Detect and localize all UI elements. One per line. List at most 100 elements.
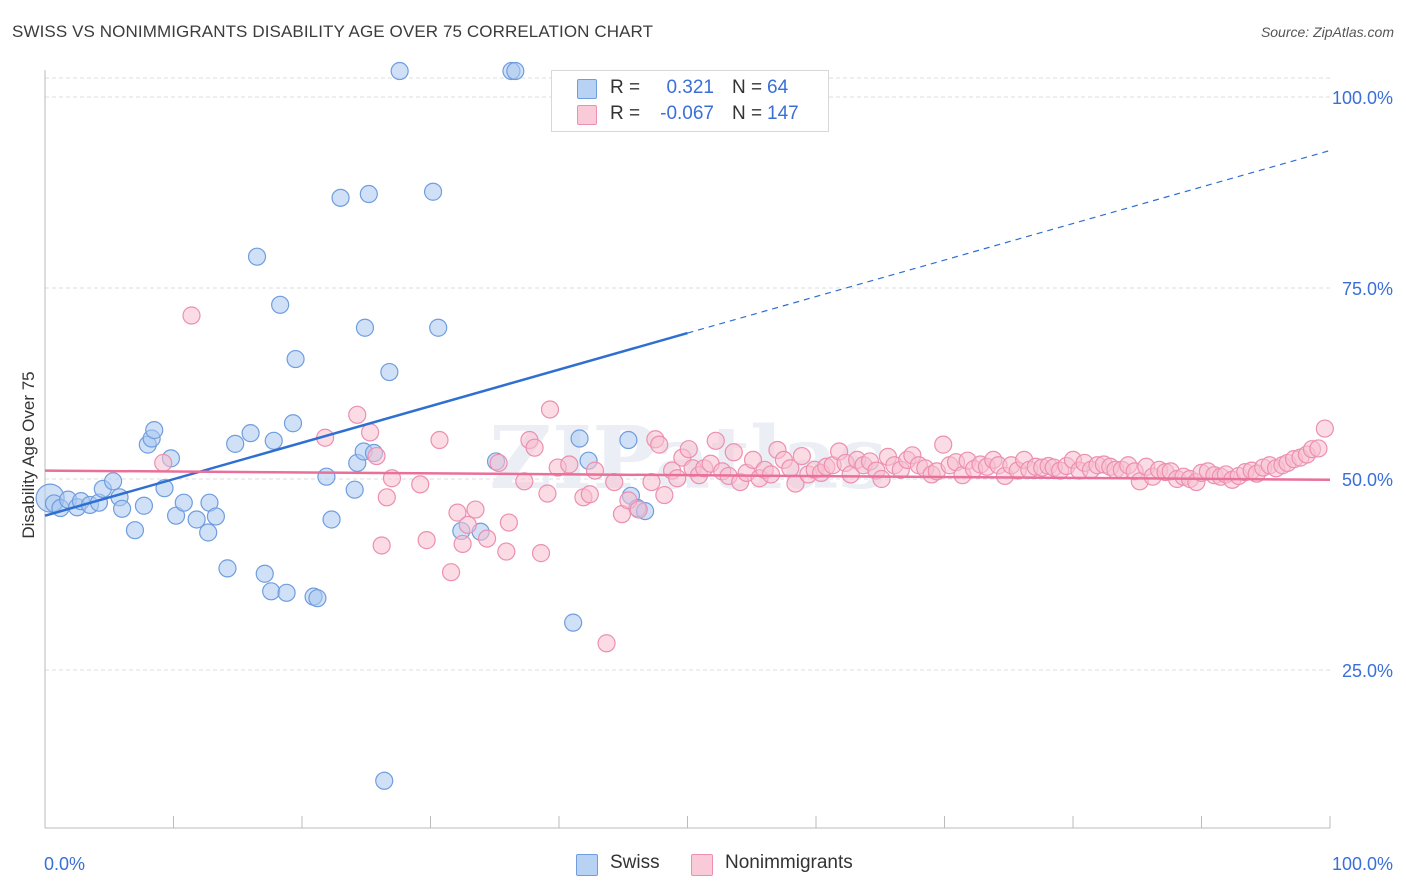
- nonimmigrants-point: [453, 534, 472, 554]
- y-axis-title: Disability Age Over 75: [19, 371, 38, 538]
- nonimmigrants-trend-line: [44, 469, 1331, 482]
- swiss-point: [283, 414, 303, 433]
- nonimmigrants-point: [1315, 419, 1334, 438]
- nonimmigrants-point: [417, 531, 436, 550]
- swiss-point: [134, 496, 154, 515]
- nonimmigrants-point: [448, 503, 467, 522]
- nonimmigrants-point: [580, 485, 599, 504]
- legend-n-value: 64: [767, 77, 789, 98]
- swiss-point: [564, 613, 583, 632]
- nonimmigrants-point: [642, 472, 661, 492]
- legend-r-label: R =: [610, 77, 641, 98]
- nonimmigrants-point: [499, 513, 518, 532]
- nonimmigrants-point: [761, 465, 781, 484]
- nonimmigrants-point: [182, 306, 201, 325]
- legend-n-value: 147: [767, 103, 799, 124]
- swiss-point: [226, 434, 245, 453]
- nonimmigrants-point: [934, 435, 953, 454]
- swiss-point: [322, 510, 341, 529]
- swiss-point: [218, 559, 237, 578]
- nonimmigrants-point: [458, 515, 477, 534]
- swiss-point: [187, 510, 206, 529]
- y-tick-label: 25.0%: [1342, 661, 1393, 681]
- nonimmigrants-point: [154, 453, 173, 473]
- legend-row-swiss: R = 0.321 N = 64: [552, 75, 828, 101]
- nonimmigrants-swatch: [577, 105, 597, 125]
- legend-n-label: N =: [732, 103, 763, 124]
- axes: [44, 70, 1331, 829]
- nonimmigrants-point: [629, 500, 648, 519]
- swiss-point: [241, 424, 260, 443]
- swiss-point: [355, 318, 375, 337]
- swiss-trend-line-projection: [687, 149, 1331, 334]
- nonimmigrants-point: [1309, 439, 1328, 458]
- nonimmigrants-point: [348, 405, 367, 424]
- nonimmigrants-point: [367, 446, 386, 466]
- chart-title: SWISS VS NONIMMIGRANTS DISABILITY AGE OV…: [12, 22, 654, 41]
- x-tick-label: 0.0%: [44, 854, 85, 874]
- swiss-point: [104, 472, 123, 491]
- swiss-point: [375, 771, 394, 790]
- swiss-point: [317, 467, 336, 486]
- nonimmigrants-point: [743, 450, 763, 469]
- nonimmigrants-point: [531, 544, 551, 563]
- swiss-point: [145, 421, 164, 440]
- nonimmigrants-point: [497, 542, 516, 561]
- swiss-point: [271, 295, 290, 314]
- swiss-point: [112, 499, 132, 518]
- nonimmigrants-point: [560, 455, 579, 474]
- nonimmigrants-point: [706, 431, 725, 450]
- y-tick-label: 50.0%: [1342, 470, 1393, 490]
- nonimmigrants-point: [489, 453, 508, 473]
- nonimmigrants-point: [515, 472, 534, 491]
- trend-lines: [44, 149, 1331, 517]
- swiss-point: [619, 430, 638, 450]
- swiss-point: [125, 521, 145, 540]
- correlation-legend: R = 0.321 N = 64 R = -0.067 N = 147: [551, 70, 829, 132]
- y-tick-label: 100.0%: [1332, 88, 1393, 108]
- axis-labels: 25.0% 50.0% 75.0% 100.0% 0.0% 100.0% Disabilit…: [19, 88, 1393, 874]
- swiss-point: [423, 182, 443, 201]
- swiss-swatch: [576, 854, 598, 876]
- swiss-point: [429, 318, 448, 337]
- swiss-point: [380, 362, 399, 382]
- grid-lines: [45, 77, 1330, 671]
- swiss-point: [308, 589, 327, 608]
- nonimmigrants-point: [792, 446, 811, 466]
- nonimmigrants-point: [655, 485, 674, 505]
- legend-r-value: 0.321: [666, 77, 714, 98]
- y-tick-label: 75.0%: [1342, 279, 1393, 299]
- swiss-point: [262, 582, 281, 601]
- swiss-point: [277, 583, 296, 602]
- swiss-point: [359, 184, 378, 204]
- legend-n-label: N =: [732, 77, 763, 98]
- swiss-point: [255, 564, 274, 583]
- nonimmigrants-swatch: [691, 854, 713, 876]
- nonimmigrants-point: [597, 634, 616, 653]
- nonimmigrants-point: [411, 475, 430, 494]
- swiss-point: [570, 429, 589, 448]
- swiss-trend-line: [44, 331, 688, 517]
- data-points: [35, 61, 1334, 790]
- nonimmigrants-point: [605, 472, 624, 492]
- swiss-point: [345, 480, 364, 499]
- nonimmigrants-point: [585, 461, 605, 480]
- nonimmigrants-point: [441, 563, 461, 582]
- legend-r-value: -0.067: [660, 103, 714, 124]
- nonimmigrants-point: [466, 500, 485, 519]
- source-label: Source: ZipAtlas.com: [1260, 24, 1394, 40]
- swiss-point: [264, 431, 283, 450]
- nonimmigrants-point: [377, 488, 396, 507]
- legend-row-nonimmigrants: R = -0.067 N = 147: [552, 101, 828, 127]
- nonimmigrants-point: [372, 536, 391, 555]
- nonimmigrants-point: [361, 423, 380, 442]
- swiss-point: [506, 61, 525, 81]
- swiss-point: [206, 507, 226, 526]
- swiss-point: [174, 493, 193, 512]
- legend-label: Swiss: [610, 852, 660, 873]
- nonimmigrants-point: [724, 443, 743, 462]
- nonimmigrants-point: [525, 438, 544, 457]
- legend-r-label: R =: [610, 103, 641, 124]
- swiss-point: [331, 188, 350, 207]
